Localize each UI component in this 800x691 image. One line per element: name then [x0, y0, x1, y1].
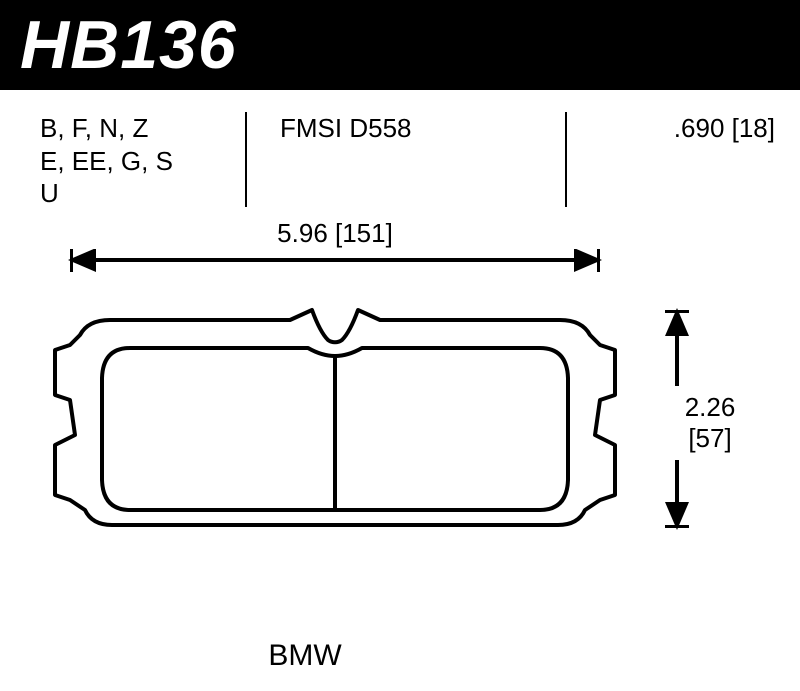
width-label: 5.96 [151] — [70, 218, 600, 249]
height-value-in: 2.26 — [655, 392, 765, 423]
height-dimension: 2.26 [57] — [655, 310, 765, 528]
width-dimension: 5.96 [151] — [70, 230, 600, 280]
brake-pad-outline — [50, 300, 620, 540]
compounds-line-3: U — [40, 177, 220, 210]
divider-2 — [565, 112, 567, 207]
compounds-line-2: E, EE, G, S — [40, 145, 220, 178]
width-tick-right — [597, 248, 600, 272]
info-row: B, F, N, Z E, EE, G, S U FMSI D558 .690 … — [30, 112, 770, 207]
thickness-value: .690 [18] — [595, 112, 775, 145]
compounds-list: B, F, N, Z E, EE, G, S U — [40, 112, 220, 210]
fmsi-code: FMSI D558 — [280, 112, 520, 145]
width-dimension-line — [70, 258, 600, 262]
height-tick-bottom — [665, 525, 689, 528]
header-bar: HB136 — [0, 0, 800, 90]
width-value: 5.96 [151] — [265, 218, 405, 248]
height-value-mm: [57] — [655, 423, 765, 454]
part-number: HB136 — [20, 6, 237, 84]
diagram-area: 5.96 [151] 2.26 [57] — [30, 230, 770, 630]
divider-1 — [245, 112, 247, 207]
brand-label: BMW — [0, 639, 610, 673]
compounds-line-1: B, F, N, Z — [40, 112, 220, 145]
height-label: 2.26 [57] — [655, 386, 765, 460]
